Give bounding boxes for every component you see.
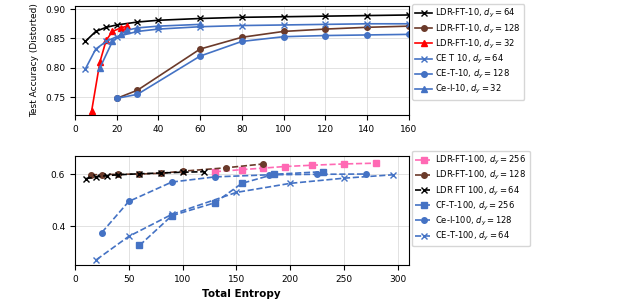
Y-axis label: Test Accuracy (Distorted): Test Accuracy (Distorted) xyxy=(31,4,39,117)
X-axis label: Total Entropy: Total Entropy xyxy=(202,289,281,299)
Legend: LDR-FT-100, $d_y = 256$, LDR-FT-100, $d_y = 128$, LDR FT 100, $d_y = 64$, CF-T-1: LDR-FT-100, $d_y = 256$, LDR-FT-100, $d_… xyxy=(412,151,530,246)
Legend: LDR-FT-10, $d_y = 64$, LDR-FT-10, $d_y = 128$, LDR-FT-10, $d_y = 32$, CE T 10, $: LDR-FT-10, $d_y = 64$, LDR-FT-10, $d_y =… xyxy=(412,4,524,100)
